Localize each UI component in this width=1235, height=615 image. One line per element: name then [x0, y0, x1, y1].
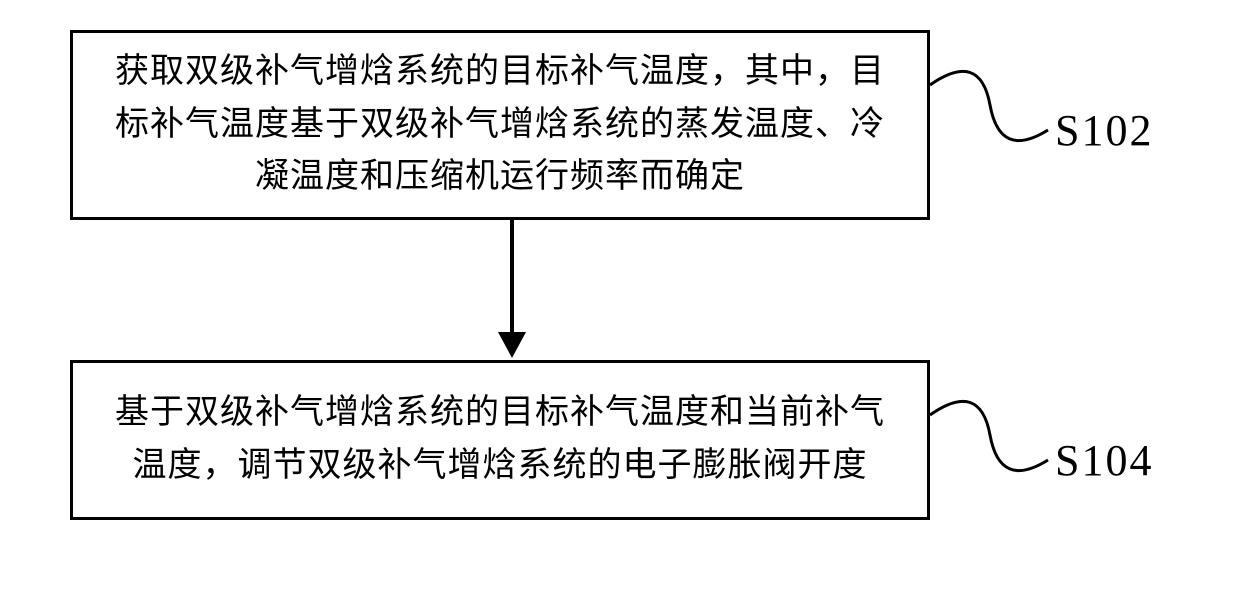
step-text: 基于双级补气增焓系统的目标补气温度和当前补气温度，调节双级补气增焓系统的电子膨胀… [103, 387, 897, 492]
flow-arrow [498, 220, 526, 360]
step-label: S104 [1055, 435, 1153, 486]
step-text: 获取双级补气增焓系统的目标补气温度，其中，目标补气温度基于双级补气增焓系统的蒸发… [103, 46, 897, 204]
connector-curve [930, 380, 1050, 490]
connector-curve [930, 50, 1050, 160]
flowchart-container: 获取双级补气增焓系统的目标补气温度，其中，目标补气温度基于双级补气增焓系统的蒸发… [70, 30, 1165, 520]
flowchart-step: 基于双级补气增焓系统的目标补气温度和当前补气温度，调节双级补气增焓系统的电子膨胀… [70, 360, 930, 520]
step-label: S102 [1055, 105, 1153, 156]
flowchart-step: 获取双级补气增焓系统的目标补气温度，其中，目标补气温度基于双级补气增焓系统的蒸发… [70, 30, 930, 220]
